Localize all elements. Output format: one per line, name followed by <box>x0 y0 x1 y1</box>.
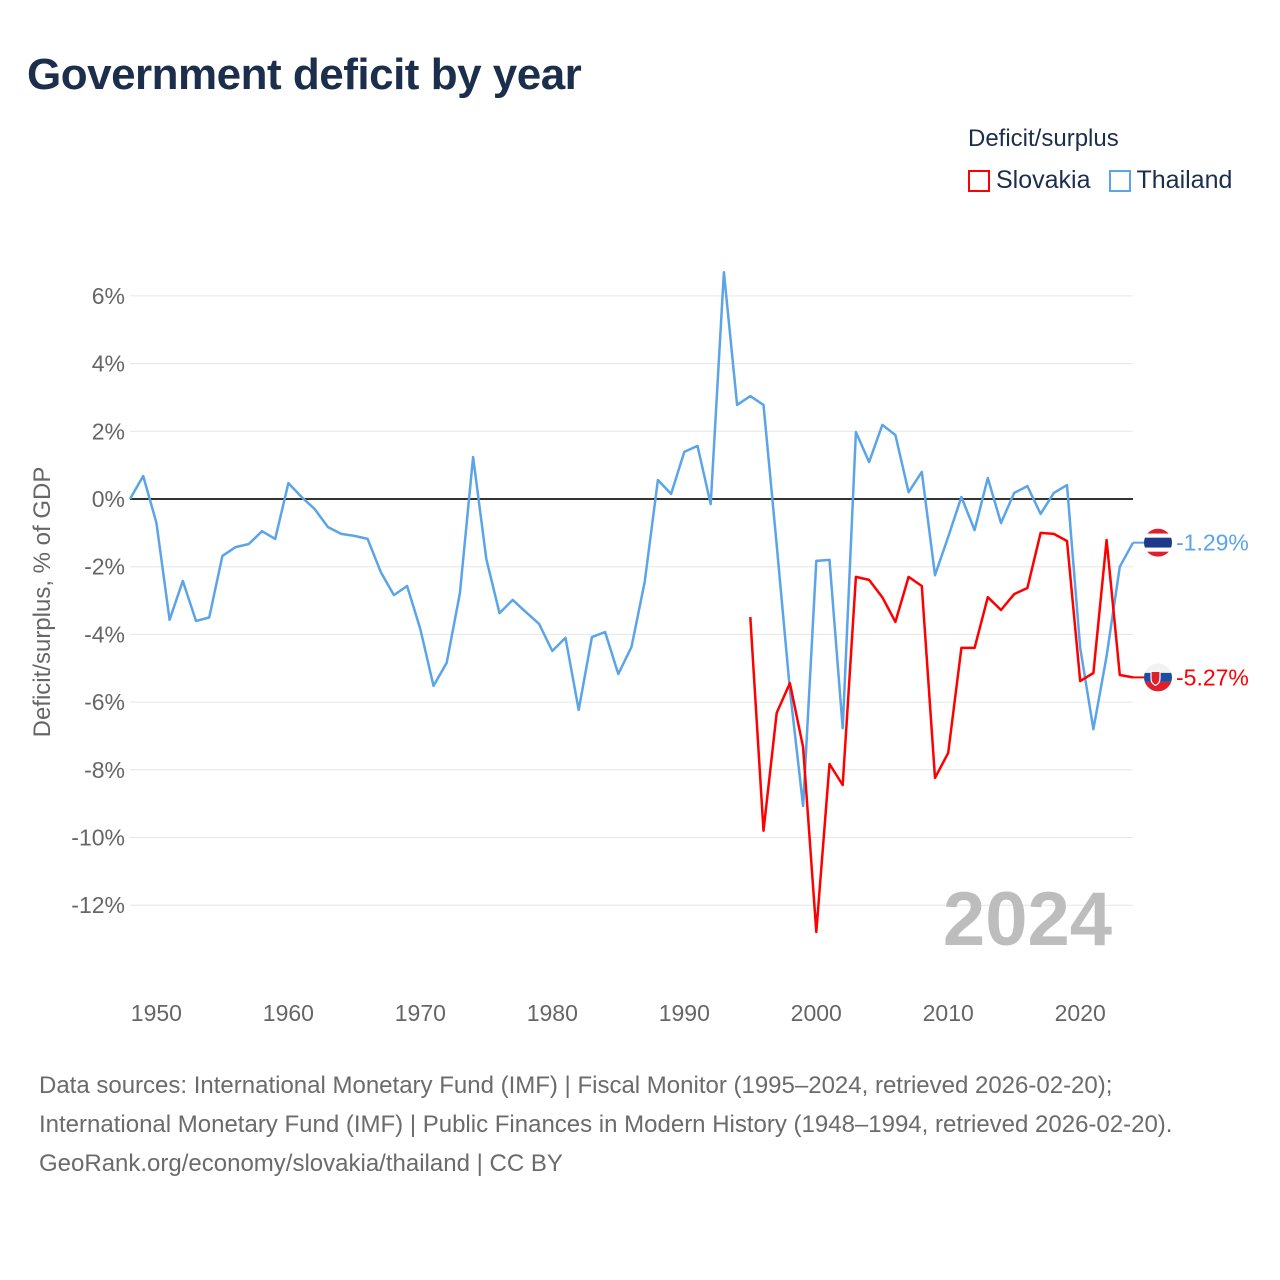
y-tick-label: -10% <box>71 825 125 851</box>
y-tick-label: 0% <box>92 486 125 512</box>
data-sources: Data sources: International Monetary Fun… <box>39 1072 1173 1138</box>
y-tick-label: -4% <box>84 621 125 647</box>
y-tick-label: -12% <box>71 892 125 918</box>
series-line-thailand <box>128 270 1135 808</box>
year-watermark: 2024 <box>943 877 1112 962</box>
chart-title: Government deficit by year <box>27 50 582 99</box>
x-tick-label: 1950 <box>131 1000 182 1026</box>
x-tick-label: 1980 <box>527 1000 578 1026</box>
x-tick-label: 2000 <box>791 1000 842 1026</box>
end-value-label-thailand: -1.29% <box>1176 530 1249 556</box>
legend-item-slovakia[interactable]: Slovakia <box>968 166 1091 195</box>
end-value-label-slovakia: -5.27% <box>1176 664 1249 690</box>
y-tick-label: -6% <box>84 689 125 715</box>
y-axis-label: Deficit/surplus, % of GDP <box>29 467 56 738</box>
legend-item-thailand[interactable]: Thailand <box>1108 166 1233 195</box>
y-tick-label: 4% <box>92 351 125 377</box>
legend: Slovakia Thailand <box>968 166 1232 195</box>
credit-link[interactable]: GeoRank.org/economy/slovakia/thailand | … <box>39 1150 563 1177</box>
y-tick-label: 6% <box>92 283 125 309</box>
legend-label-thailand: Thailand <box>1136 166 1233 194</box>
legend-swatch-slovakia <box>968 169 990 192</box>
series-line-slovakia <box>749 531 1134 934</box>
x-tick-label: 1960 <box>263 1000 314 1026</box>
legend-title: Deficit/surplus <box>968 125 1119 152</box>
footer: Data sources: International Monetary Fun… <box>39 1066 1239 1183</box>
y-tick-label: 2% <box>92 418 125 444</box>
plot-area: 6% 4% 2% 0% -2% -4% -6% -8% -10% -12% 1950 1960 1970… <box>29 270 1249 1026</box>
y-tick-label: -2% <box>84 554 125 580</box>
flag-thailand-icon <box>1144 528 1172 557</box>
legend-label-slovakia: Slovakia <box>996 166 1091 194</box>
x-tick-label: 2010 <box>923 1000 974 1026</box>
x-tick-label: 1970 <box>395 1000 446 1026</box>
x-tick-label: 2020 <box>1055 1000 1106 1026</box>
x-tick-label: 1990 <box>659 1000 710 1026</box>
legend-swatch-thailand <box>1108 169 1131 192</box>
y-tick-label: -8% <box>84 757 125 783</box>
flag-slovakia-icon <box>1144 663 1172 692</box>
